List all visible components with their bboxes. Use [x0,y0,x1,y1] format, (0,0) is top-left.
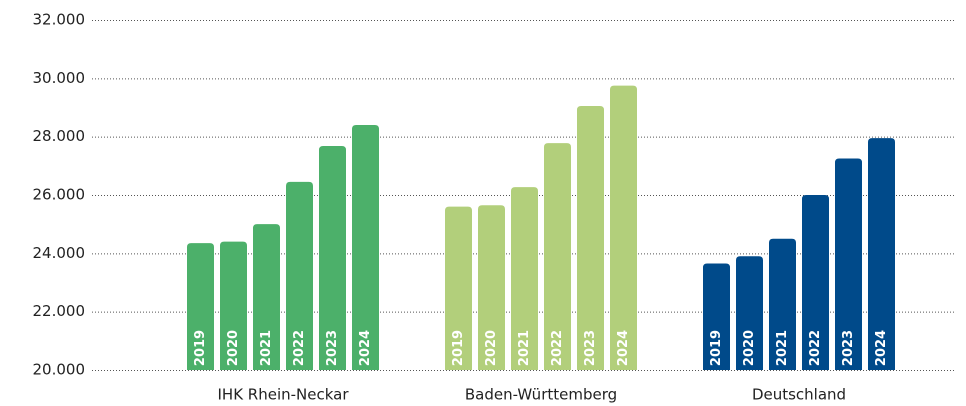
bar-year-label: 2023 [583,330,598,366]
bar-year-label: 2022 [808,330,823,366]
bar-year-label: 2020 [226,330,241,366]
bar-year-label: 2019 [193,330,208,366]
bar [286,181,313,370]
bar-year-label: 2022 [550,330,565,366]
bar-year-label: 2024 [874,330,889,366]
y-tick-label: 20.000 [33,361,86,379]
bar-year-label: 2022 [292,330,307,366]
bar [769,238,796,370]
y-tick-label: 30.000 [33,69,86,87]
bar-year-label: 2023 [325,330,340,366]
bar-year-label: 2020 [484,330,499,366]
x-tick-label: Baden-Württemberg [465,386,617,404]
bar-year-label: 2019 [451,330,466,366]
bar [319,146,346,370]
bar [220,241,247,370]
bar [802,195,829,370]
bar-year-label: 2024 [358,330,373,366]
bar [610,85,637,370]
bar-year-label: 2020 [742,330,757,366]
y-tick-label: 24.000 [33,244,86,262]
bar-year-label: 2019 [709,330,724,366]
bar-year-label: 2023 [841,330,856,366]
bar [445,206,472,370]
x-tick-label: Deutschland [752,386,846,404]
bar [835,158,862,370]
bar [511,187,538,370]
y-tick-label: 28.000 [33,127,86,145]
bar [478,205,505,370]
bar [703,263,730,370]
bar [544,143,571,370]
bar-year-label: 2024 [616,330,631,366]
bar-year-label: 2021 [517,330,532,366]
y-tick-label: 32.000 [33,11,86,29]
bar [187,243,214,370]
bar [253,224,280,370]
bar-year-label: 2021 [775,330,790,366]
bar [868,138,895,370]
y-tick-label: 26.000 [33,186,86,204]
bar [352,125,379,370]
bar-year-label: 2021 [259,330,274,366]
x-tick-label: IHK Rhein-Neckar [217,386,349,404]
y-tick-label: 22.000 [33,302,86,320]
bar [736,256,763,370]
bar [577,106,604,371]
